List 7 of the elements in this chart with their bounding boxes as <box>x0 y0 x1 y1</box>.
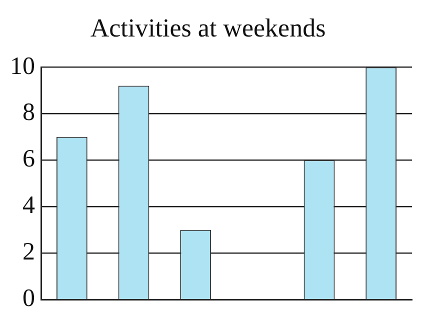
y-tick-label: 8 <box>22 99 35 126</box>
chart-title: Activities at weekends <box>90 13 326 42</box>
y-tick-label: 0 <box>22 285 35 312</box>
y-tick-label: 2 <box>22 238 35 266</box>
y-tick-label: 4 <box>22 192 36 220</box>
y-tick-label: 10 <box>10 52 35 80</box>
y-tick-label: 6 <box>22 146 35 173</box>
